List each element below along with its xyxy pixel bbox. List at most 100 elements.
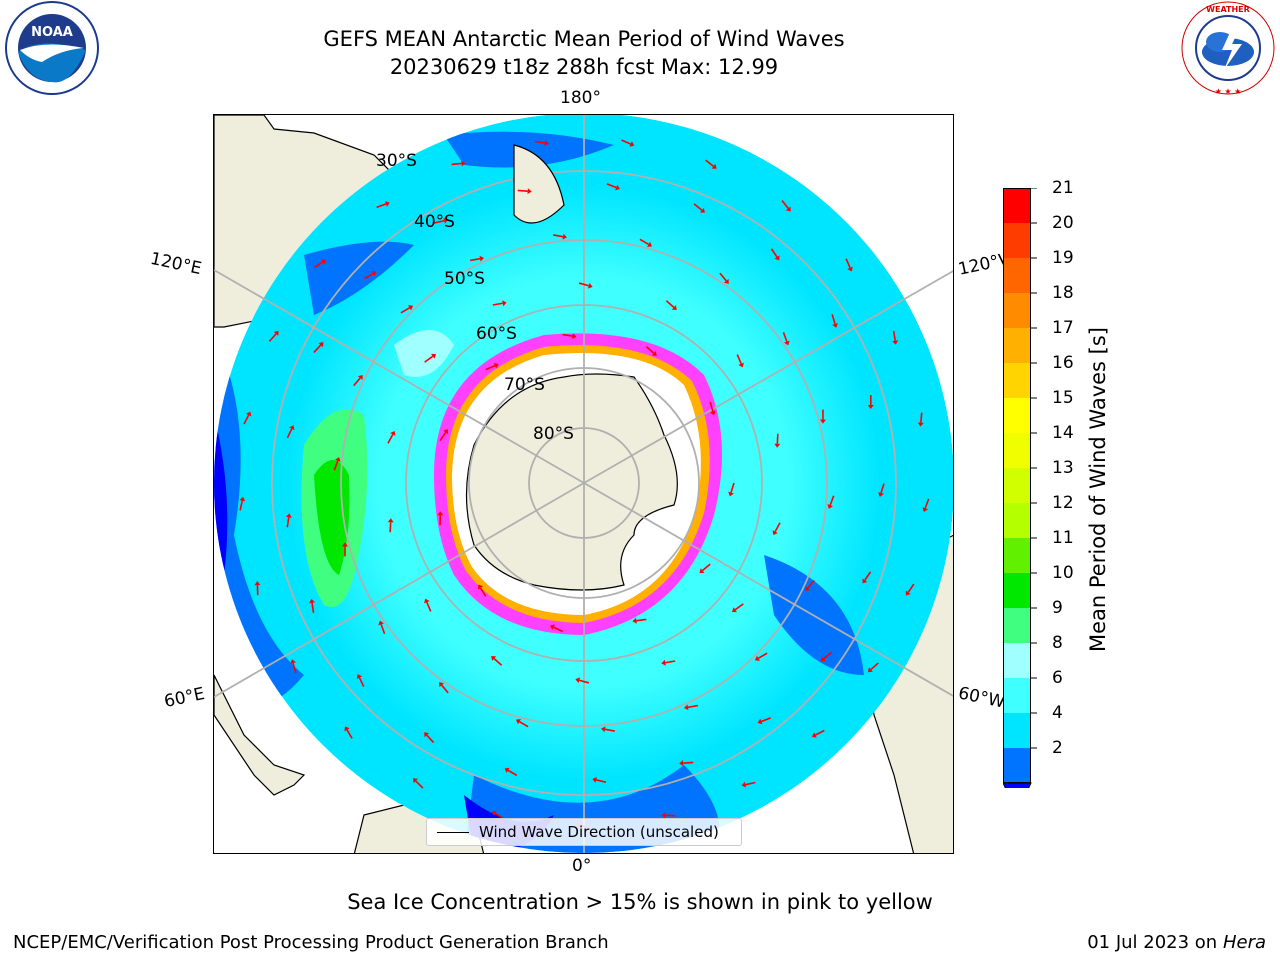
wave-arrow-shaft <box>596 779 607 783</box>
wave-arrow-shaft <box>730 482 735 493</box>
wave-arrow-shaft <box>770 248 778 258</box>
wave-arrow-shaft <box>364 272 374 280</box>
wave-arrow-shaft <box>493 658 503 666</box>
lon-label-120e: 120°E <box>148 248 204 280</box>
colorbar-segment <box>1003 503 1031 538</box>
wave-arrow-head <box>774 255 780 261</box>
wave-arrow-shaft <box>776 433 779 444</box>
wave-arrow-shaft <box>774 522 781 532</box>
wave-arrow-head <box>862 578 868 584</box>
colorbar-label: Mean Period of Wind Waves [s] <box>1086 327 1110 652</box>
wave-arrow-shaft <box>683 761 694 764</box>
wave-arrow-head <box>550 624 555 630</box>
wave-arrow-head <box>878 492 884 497</box>
lat-label-40s: 40°S <box>414 212 455 232</box>
wave-arrow-shaft <box>823 651 833 660</box>
colorbar-segment <box>1003 258 1031 293</box>
wave-arrow-shaft <box>781 200 789 209</box>
wave-arrow-head <box>819 419 826 424</box>
map-panel <box>213 114 954 854</box>
wave-arrow-shaft <box>492 302 503 306</box>
wave-arrow-head <box>922 507 929 513</box>
wave-arrow-head <box>443 429 449 435</box>
wave-arrow-shaft <box>434 219 445 224</box>
wave-arrow-head <box>371 271 377 277</box>
wave-arrow-shaft <box>358 677 365 688</box>
wave-arrow-head <box>847 266 853 272</box>
date-text: 01 Jul 2023 on Hera <box>1087 932 1266 953</box>
wave-arrow-shaft <box>439 431 447 442</box>
wave-arrow-head <box>437 511 444 516</box>
wave-arrow-head <box>741 781 747 788</box>
legend-line-sample <box>437 831 469 833</box>
lon-label-60e: 60°E <box>162 683 207 713</box>
wave-arrow-head <box>479 255 484 262</box>
lat-label-60s: 60°S <box>476 324 517 344</box>
colorbar-tick-label: 21 <box>1052 178 1074 198</box>
lat-label-50s: 50°S <box>444 269 485 289</box>
wave-arrow-shaft <box>415 780 424 789</box>
wave-arrow-head <box>515 719 521 725</box>
wave-arrow-head <box>905 590 911 596</box>
colorbar-segment <box>1003 188 1031 223</box>
colorbar-segment <box>1003 223 1031 258</box>
wave-arrow-head <box>651 350 657 356</box>
colorbar-segment <box>1003 748 1031 783</box>
wave-arrow-shaft <box>693 203 703 211</box>
wave-arrow-head <box>290 659 296 664</box>
colorbar-segment <box>1003 468 1031 503</box>
system-name: Hera <box>1222 932 1266 953</box>
wave-arrow-shaft <box>606 183 617 189</box>
colorbar-tick-label: 9 <box>1052 598 1063 618</box>
wave-arrow-head <box>711 163 717 169</box>
wave-arrow-shaft <box>314 261 324 269</box>
colorbar <box>1002 187 1063 815</box>
wave-arrow-shaft <box>702 563 711 572</box>
wave-arrow-head <box>318 342 324 348</box>
colorbar-tick-label: 4 <box>1052 703 1063 723</box>
wave-arrow-head <box>254 581 261 586</box>
wave-arrow-head <box>309 598 316 604</box>
wave-arrow-shaft <box>645 345 655 354</box>
colorbar-tick-label: 16 <box>1052 353 1074 373</box>
wave-arrow-shaft <box>424 355 434 363</box>
date-value: 01 Jul 2023 on <box>1087 932 1223 953</box>
wave-arrow-shaft <box>736 354 742 365</box>
wave-arrow-shaft <box>494 812 505 820</box>
wave-arrow-head <box>285 513 292 518</box>
wave-arrow-head <box>461 160 466 167</box>
colorbar-segment <box>1003 293 1031 328</box>
wave-arrow-shaft <box>807 579 815 589</box>
wave-arrow-head <box>431 353 437 359</box>
wave-arrow-head <box>413 778 418 784</box>
wave-arrow-shaft <box>621 139 631 145</box>
wave-arrow-shaft <box>761 717 771 723</box>
wave-arrow-shaft <box>333 460 339 471</box>
wave-arrow-head <box>384 201 390 207</box>
lon-label-0: 0° <box>572 856 592 876</box>
wave-arrow-shaft <box>758 652 768 659</box>
wave-arrow-head <box>632 617 637 624</box>
wave-arrow-shaft <box>665 300 675 308</box>
wave-arrow-shaft <box>239 500 244 511</box>
colorbar-tick-label: 8 <box>1052 633 1063 653</box>
lat-label-70s: 70°S <box>504 375 545 395</box>
wave-arrow-shaft <box>687 704 698 709</box>
colorbar-tick-label: 12 <box>1052 493 1074 513</box>
colorbar-tick-label: 2 <box>1052 738 1063 758</box>
wave-arrow-head <box>679 760 684 767</box>
colorbar-segment <box>1003 608 1031 643</box>
wave-arrow-shaft <box>553 626 563 633</box>
wave-arrow-head <box>491 810 497 817</box>
wave-arrow-head <box>239 496 246 502</box>
wave-arrow-head <box>757 718 763 725</box>
colorbar-tick-label: 20 <box>1052 213 1074 233</box>
wave-arrow-shaft <box>451 162 462 166</box>
wave-arrow-shaft <box>920 412 923 423</box>
wave-arrow-head <box>245 411 252 417</box>
wave-arrow-shaft <box>604 728 615 732</box>
wave-arrow-shaft <box>579 679 590 684</box>
wave-arrow-shaft <box>864 571 872 581</box>
wave-arrow-head <box>661 812 666 819</box>
wave-arrow-shaft <box>441 684 449 694</box>
